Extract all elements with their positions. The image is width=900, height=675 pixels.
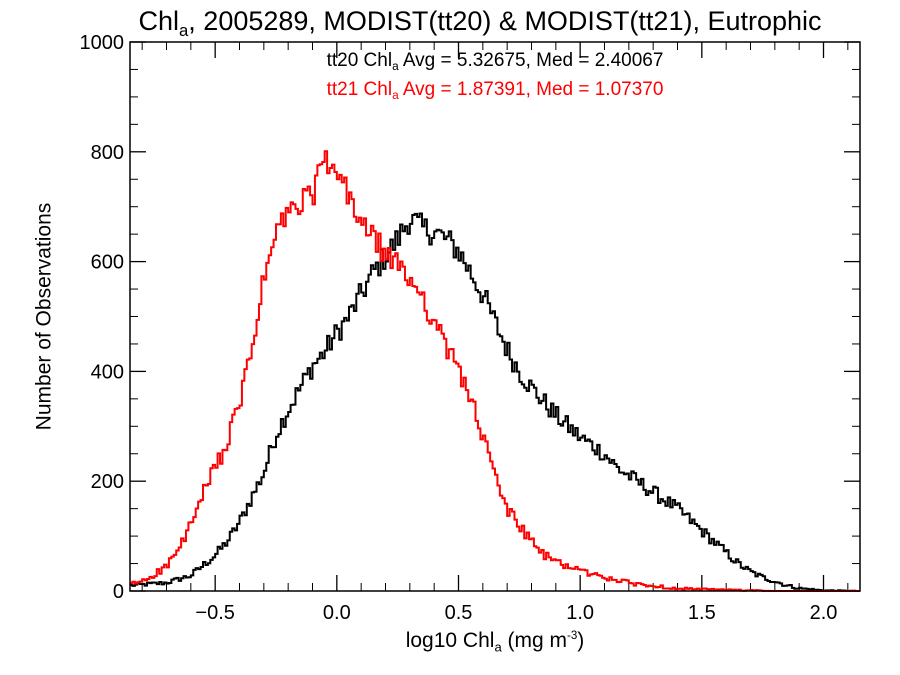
x-label-pre: log10 Chl [405, 629, 495, 652]
stats-tt21-sub: a [392, 89, 399, 103]
x-tick-label: 2.0 [810, 602, 838, 624]
x-tick-label: 0.0 [323, 602, 351, 624]
x-axis-label: log10 Chla (mg m-3) [130, 630, 860, 654]
y-tick-label: 600 [91, 252, 124, 274]
series-layer [130, 150, 860, 592]
y-tick-label: 0 [113, 581, 124, 603]
x-label-sub: a [494, 639, 502, 655]
stats-tt20: tt20 Chla Avg = 5.32675, Med = 2.40067 [130, 51, 860, 73]
y-tick-label: 1000 [80, 32, 125, 54]
y-axis-label: Number of Observations [32, 202, 56, 431]
y-tick-label: 800 [91, 142, 124, 164]
x-tick-label: 0.5 [445, 602, 473, 624]
stats-tt21-post: Avg = 1.87391, Med = 1.07370 [398, 79, 664, 100]
stats-tt21: tt21 Chla Avg = 1.87391, Med = 1.07370 [130, 80, 860, 102]
x-tick-label: −0.5 [195, 602, 234, 624]
stats-tt20-sub: a [392, 60, 399, 74]
title-pre: Chl [138, 6, 179, 36]
stats-tt20-post: Avg = 5.32675, Med = 2.40067 [398, 50, 664, 71]
x-label-mid: (mg m [501, 629, 568, 652]
stats-tt20-pre: tt20 Chl [326, 50, 393, 71]
y-tick-label: 400 [91, 361, 124, 383]
plot-frame [129, 41, 861, 592]
x-tick-label: 1.5 [688, 602, 716, 624]
histogram-series-0 [130, 212, 860, 592]
stats-tt21-pre: tt21 Chl [326, 79, 393, 100]
x-label-sup: -3 [567, 629, 578, 642]
title-sub: a [178, 20, 189, 40]
x-tick-label: 1.0 [566, 602, 594, 624]
tick-labels: −0.5 0.0 0.5 1.0 1.5 2.0 0 200 400 600 800 1000 [80, 32, 838, 624]
histogram-series-1 [130, 150, 860, 592]
y-tick-label: 200 [91, 471, 124, 493]
chart-title: Chla, 2005289, MODIST(tt20) & MODIST(tt2… [60, 8, 900, 40]
title-post: , 2005289, MODIST(tt20) & MODIST(tt21), … [188, 6, 822, 36]
x-label-post: ) [577, 629, 585, 652]
